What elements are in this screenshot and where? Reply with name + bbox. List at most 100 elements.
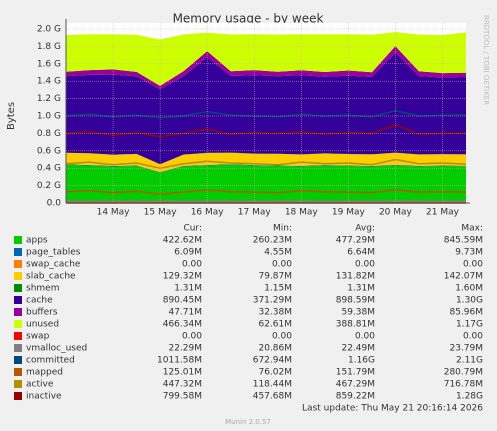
x-tick-label: 17 May: [238, 208, 272, 218]
stat-value: 1.28G: [456, 392, 483, 402]
line: [65, 123, 466, 138]
legend-label: slab_cache: [26, 272, 76, 282]
stat-value: 477.29M: [336, 236, 375, 246]
stat-value: 371.29M: [253, 296, 292, 306]
stat-value: 260.23M: [253, 236, 292, 246]
stat-value: 22.29M: [168, 344, 202, 354]
stat-value: 59.38M: [341, 308, 375, 318]
stat-value: 1011.58M: [157, 356, 202, 366]
y-tick-label: 0.2 G: [37, 181, 61, 191]
y-tick-label: 0.0: [47, 199, 62, 209]
legend-label: apps: [26, 236, 48, 246]
stat-value: 0.00: [355, 260, 375, 270]
y-tick-label: 0.6 G: [37, 146, 61, 156]
stat-value: 1.16G: [348, 356, 375, 366]
stat-value: 859.22M: [336, 392, 375, 402]
stat-value: 388.81M: [336, 320, 375, 330]
stat-value: 76.02M: [258, 368, 292, 378]
legend-swatch: [14, 248, 22, 256]
legend-label: inactive: [26, 392, 62, 402]
y-tick-label: 1.0 G: [37, 112, 61, 122]
stat-value: 2.11G: [456, 356, 483, 366]
y-tick-label: 1.6 G: [37, 59, 61, 69]
legend-label: shmem: [26, 284, 59, 294]
chart-title: Memory usage - by week: [173, 12, 324, 26]
legend-swatch: [14, 260, 22, 268]
stat-value: 125.01M: [163, 368, 202, 378]
stat-value: 1.30G: [456, 296, 483, 306]
y-tick-label: 2.0 G: [37, 25, 61, 35]
x-tick-label: 20 May: [379, 208, 413, 218]
stat-value: 1.60M: [455, 284, 483, 294]
legend-label: swap_cache: [26, 260, 81, 270]
stat-value: 0.00: [182, 332, 202, 342]
legend-swatch: [14, 392, 22, 400]
stats-header: Cur:: [183, 224, 202, 234]
stat-value: 672.94M: [253, 356, 292, 366]
legend-label: swap: [26, 332, 50, 342]
legend-swatch: [14, 296, 22, 304]
stat-value: 9.73M: [455, 248, 483, 258]
line: [65, 189, 467, 196]
line: [65, 110, 467, 119]
stat-value: 32.38M: [258, 308, 292, 318]
side-text: RRDTOOL / TOBI OETIKER: [482, 15, 490, 105]
stat-value: 0.00: [272, 332, 292, 342]
y-tick-label: 1.2 G: [37, 94, 61, 104]
area: [66, 164, 466, 173]
legend-swatch: [14, 272, 22, 280]
stat-value: 845.59M: [444, 236, 483, 246]
stat-value: 79.87M: [258, 272, 292, 282]
x-tick-label: 19 May: [332, 208, 366, 218]
x-tick-label: 14 May: [97, 208, 131, 218]
stat-value: 898.59M: [336, 296, 375, 306]
area: [66, 32, 466, 86]
stat-value: 47.71M: [168, 308, 202, 318]
stat-value: 62.61M: [258, 320, 292, 330]
stat-value: 1.31M: [174, 284, 202, 294]
x-tick-label: 18 May: [285, 208, 319, 218]
legend-label: page_tables: [26, 248, 81, 258]
legend-swatch: [14, 368, 22, 376]
stat-value: 799.58M: [163, 392, 202, 402]
stat-value: 0.00: [182, 260, 202, 270]
stat-value: 23.79M: [449, 344, 483, 354]
stat-value: 142.07M: [444, 272, 483, 282]
stat-value: 457.68M: [253, 392, 292, 402]
stat-value: 4.55M: [264, 248, 292, 258]
legend-swatch: [14, 380, 22, 388]
x-tick-label: 21 May: [426, 208, 460, 218]
stat-value: 85.96M: [449, 308, 483, 318]
x-tick-label: 15 May: [144, 208, 178, 218]
legend-swatch: [14, 236, 22, 244]
stat-value: 151.79M: [336, 368, 375, 378]
stat-value: 0.00: [463, 260, 483, 270]
stat-value: 0.00: [355, 332, 375, 342]
stats-header: Max:: [461, 224, 483, 234]
stats-header: Avg:: [355, 224, 375, 234]
stat-value: 6.64M: [347, 248, 375, 258]
legend-label: buffers: [26, 308, 58, 318]
legend-label: committed: [26, 356, 75, 366]
legend-label: mapped: [26, 368, 63, 378]
y-tick-label: 0.8 G: [37, 129, 61, 139]
y-axis-label: Bytes: [6, 102, 17, 130]
stat-value: 1.17G: [456, 320, 483, 330]
stats-header: Min:: [273, 224, 292, 234]
legend-swatch: [14, 356, 22, 364]
stat-value: 422.62M: [163, 236, 202, 246]
area: [66, 164, 466, 203]
legend-label: active: [26, 380, 54, 390]
stat-value: 716.78M: [444, 380, 483, 390]
stat-value: 1.31M: [347, 284, 375, 294]
stat-value: 118.44M: [253, 380, 292, 390]
stat-value: 280.79M: [444, 368, 483, 378]
stat-value: 1.15M: [264, 284, 292, 294]
stat-value: 22.49M: [341, 344, 375, 354]
stat-value: 6.09M: [174, 248, 202, 258]
stat-value: 447.32M: [163, 380, 202, 390]
y-tick-label: 0.4 G: [37, 164, 61, 174]
stat-value: 131.82M: [336, 272, 375, 282]
legend-swatch: [14, 320, 22, 328]
